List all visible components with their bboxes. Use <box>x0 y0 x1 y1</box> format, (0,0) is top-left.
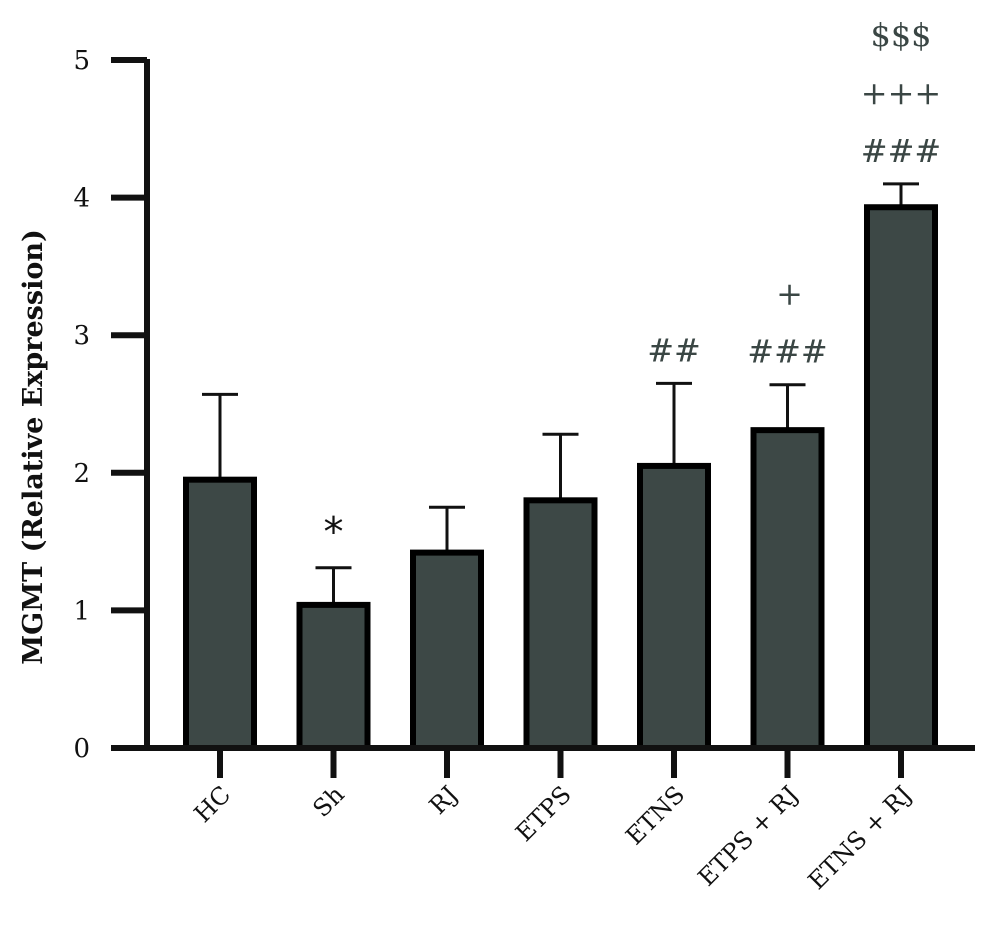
significance-label: ## <box>647 331 701 369</box>
bar <box>296 601 371 751</box>
y-tick-label: 1 <box>73 596 90 626</box>
x-tick-label: Sh <box>307 780 349 822</box>
bar <box>864 204 938 751</box>
y-axis-label: MGMT (Relative Expression) <box>18 229 49 665</box>
significance-label: * <box>324 510 344 556</box>
y-tick-label: 2 <box>73 459 90 489</box>
significance-label: + <box>776 275 803 313</box>
significance-label: +++ <box>861 74 941 112</box>
bar <box>637 462 711 751</box>
x-tick-label: RJ <box>424 780 463 819</box>
x-tick-label: ETPS + RJ <box>693 780 804 891</box>
x-tick-label: HC <box>189 780 237 828</box>
x-tick-label: ETPS <box>510 780 577 847</box>
y-tick-label: 4 <box>73 184 90 214</box>
y-tick-label: 0 <box>73 734 90 764</box>
significance-label: ### <box>861 132 941 170</box>
bar <box>523 497 598 751</box>
y-tick-label: 3 <box>73 321 90 351</box>
significance-label: $$$ <box>870 16 931 54</box>
bar <box>750 427 825 751</box>
y-tick-label: 5 <box>73 46 90 76</box>
bar <box>183 476 257 751</box>
x-tick-label: ETNS + RJ <box>803 780 918 895</box>
bar <box>410 549 484 751</box>
significance-label: ### <box>747 333 827 371</box>
axes <box>111 57 975 778</box>
x-tick-label: ETNS <box>620 780 690 850</box>
bars <box>183 182 938 751</box>
